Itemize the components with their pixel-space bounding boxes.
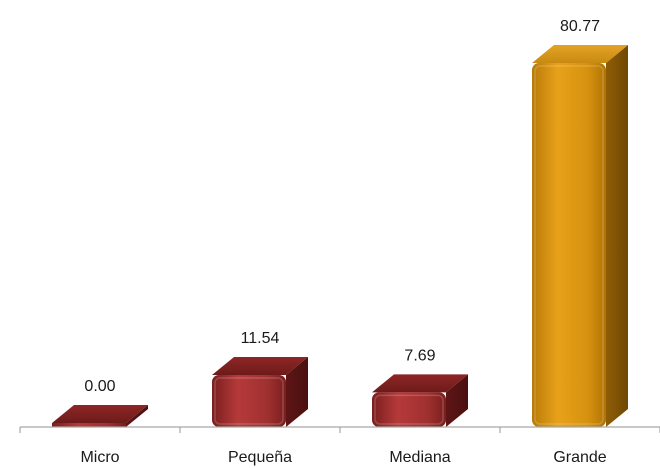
tick-label-grande: Grande xyxy=(553,449,606,466)
bar-front-highlight xyxy=(374,394,444,425)
data-label-micro: 0.00 xyxy=(84,378,115,395)
bar-pequena xyxy=(212,357,308,427)
bar-front-face xyxy=(52,423,126,427)
tick-label-micro: Micro xyxy=(80,449,119,466)
data-label-mediana: 7.69 xyxy=(404,347,435,364)
x-axis-tick-labels: Micro Pequeña Mediana Grande xyxy=(80,449,606,466)
bars-group xyxy=(52,45,628,428)
bar-top-face xyxy=(212,357,308,376)
bar-front-face xyxy=(212,375,286,427)
bar-side-face xyxy=(126,405,148,427)
bar-top-face xyxy=(372,374,468,393)
bar-front-highlight xyxy=(214,377,284,425)
bar-grande xyxy=(532,45,628,428)
bar-top-face xyxy=(52,405,148,423)
tick-label-mediana: Mediana xyxy=(389,449,450,466)
bar-front-highlight xyxy=(534,65,604,425)
bar-side-face xyxy=(606,45,628,428)
bar-front-face xyxy=(532,63,606,428)
bar-mediana xyxy=(372,374,468,427)
bar-side-face xyxy=(286,357,308,427)
data-labels-group: 0.00 11.54 7.69 80.77 xyxy=(84,18,600,395)
x-axis-ticks xyxy=(19,427,660,433)
bar-front-face xyxy=(372,392,446,427)
bar-micro xyxy=(52,405,148,427)
bar-top-face xyxy=(532,45,628,64)
data-label-pequena: 11.54 xyxy=(241,330,280,347)
data-label-grande: 80.77 xyxy=(560,18,600,35)
tick-label-pequena: Pequeña xyxy=(228,449,292,466)
bar-side-face xyxy=(446,374,468,427)
